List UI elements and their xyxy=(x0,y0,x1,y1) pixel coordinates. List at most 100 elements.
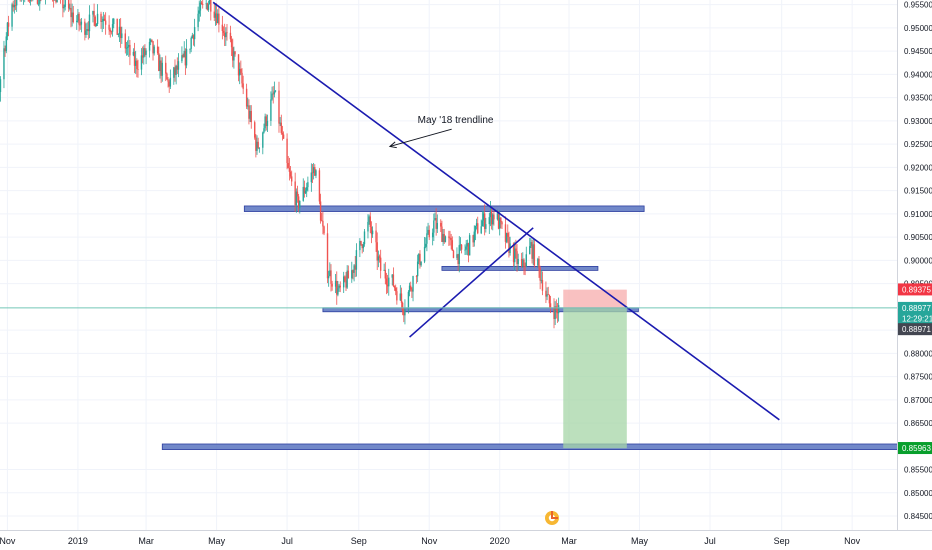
candle-body xyxy=(137,69,139,70)
candle-body xyxy=(233,51,235,61)
candle-body xyxy=(273,91,276,95)
candle-body xyxy=(113,18,115,25)
stop-loss-area[interactable] xyxy=(563,289,627,309)
candle-body xyxy=(530,242,532,247)
candle-body xyxy=(249,110,251,119)
price-tag-background xyxy=(898,442,932,455)
trendline-annotation-label[interactable]: May '18 trendline xyxy=(418,115,494,126)
candle-body xyxy=(156,46,159,54)
candle-body xyxy=(88,14,91,32)
candle-body xyxy=(318,170,321,202)
price-tick-label: 0.93000 xyxy=(904,117,932,126)
candle-body xyxy=(121,33,123,39)
take-profit-area[interactable] xyxy=(563,308,627,449)
candle-body xyxy=(504,224,507,242)
support-resistance-zones[interactable] xyxy=(161,205,904,450)
candle-body xyxy=(367,221,369,232)
candle-body xyxy=(442,234,444,242)
candle-body xyxy=(143,48,145,58)
price-tag-label: 0.88977 xyxy=(902,304,931,313)
price-tick-label: 0.92500 xyxy=(904,140,932,149)
price-zone[interactable] xyxy=(243,205,645,212)
candle-body xyxy=(3,48,5,80)
candle-body xyxy=(174,67,176,75)
price-axis[interactable]: 0.95500 0.95000 0.94500 0.94000 0.93500 0.930… xyxy=(904,1,932,521)
candle-body xyxy=(379,257,382,271)
candle-body xyxy=(86,29,88,31)
candle-body xyxy=(472,235,474,243)
candle-body xyxy=(339,285,341,288)
candle-body xyxy=(13,4,16,8)
candle-body xyxy=(386,284,389,287)
price-tick-label: 0.90000 xyxy=(904,256,932,265)
candle-body xyxy=(84,21,86,35)
candle-body xyxy=(4,48,6,52)
candle-body xyxy=(304,190,307,194)
price-zone[interactable] xyxy=(441,265,599,271)
candle-body xyxy=(440,222,442,227)
candle-body xyxy=(198,10,200,14)
candle-body xyxy=(55,0,57,3)
candle-body xyxy=(489,210,492,218)
trendline[interactable] xyxy=(212,1,780,421)
candle-body xyxy=(352,270,354,273)
annotations[interactable]: May '18 trendline xyxy=(388,115,494,149)
candle-body xyxy=(213,11,215,18)
candle-body xyxy=(87,29,90,32)
candle-body xyxy=(36,0,39,4)
candle-body xyxy=(549,303,552,309)
candle-body xyxy=(229,32,232,40)
candle-body xyxy=(28,0,31,2)
candle-body xyxy=(419,253,421,266)
candle-body xyxy=(520,258,523,266)
candle-body xyxy=(279,122,281,124)
price-tick-label: 0.85000 xyxy=(904,489,932,498)
candle-body xyxy=(531,242,533,259)
price-tag-label: 12:29:21 xyxy=(902,314,932,323)
candle-body xyxy=(481,220,484,227)
candle-body xyxy=(400,293,403,303)
price-tick-label: 0.91500 xyxy=(904,187,932,196)
time-axis[interactable]: Nov 2019 Mar May Jul Sep Nov 2020 Mar May Jul Sep No… xyxy=(0,536,861,546)
candle-body xyxy=(392,274,395,287)
candle-body xyxy=(72,12,74,23)
candle-body xyxy=(475,223,478,226)
candle-body xyxy=(129,44,131,56)
candle-body xyxy=(166,73,168,80)
candle-body xyxy=(67,0,70,9)
candle-body xyxy=(360,240,362,245)
candle-body xyxy=(210,0,212,12)
candle-body xyxy=(553,308,555,319)
price-tick-label: 0.87500 xyxy=(904,373,932,382)
candle-body xyxy=(369,216,371,227)
candle-body xyxy=(14,4,17,6)
candle-body xyxy=(282,134,285,139)
trendlines[interactable] xyxy=(212,1,780,421)
candle-body xyxy=(473,231,475,243)
trendline[interactable] xyxy=(409,227,534,338)
candle-body xyxy=(505,233,508,242)
candle-body xyxy=(126,46,129,48)
candle-body xyxy=(457,254,459,264)
candle-body xyxy=(490,210,493,225)
candle-body xyxy=(62,0,64,9)
candle-body xyxy=(296,191,299,197)
candlestick-series xyxy=(0,0,560,329)
candle-body xyxy=(152,41,154,54)
candle-body xyxy=(144,48,146,55)
candle-body xyxy=(278,90,280,124)
short-position-tool[interactable] xyxy=(563,289,627,449)
candle-body xyxy=(111,24,114,32)
candle-body xyxy=(385,278,388,285)
time-tick-label: Jul xyxy=(704,536,716,546)
candle-body xyxy=(315,170,317,176)
candle-body xyxy=(299,200,301,208)
candle-body xyxy=(71,12,73,18)
price-zone[interactable] xyxy=(161,443,904,450)
candle-body xyxy=(222,31,225,33)
candle-body xyxy=(218,13,220,25)
tradingview-logo-icon xyxy=(545,511,559,525)
candle-body xyxy=(165,62,167,74)
candle-body xyxy=(310,172,313,183)
